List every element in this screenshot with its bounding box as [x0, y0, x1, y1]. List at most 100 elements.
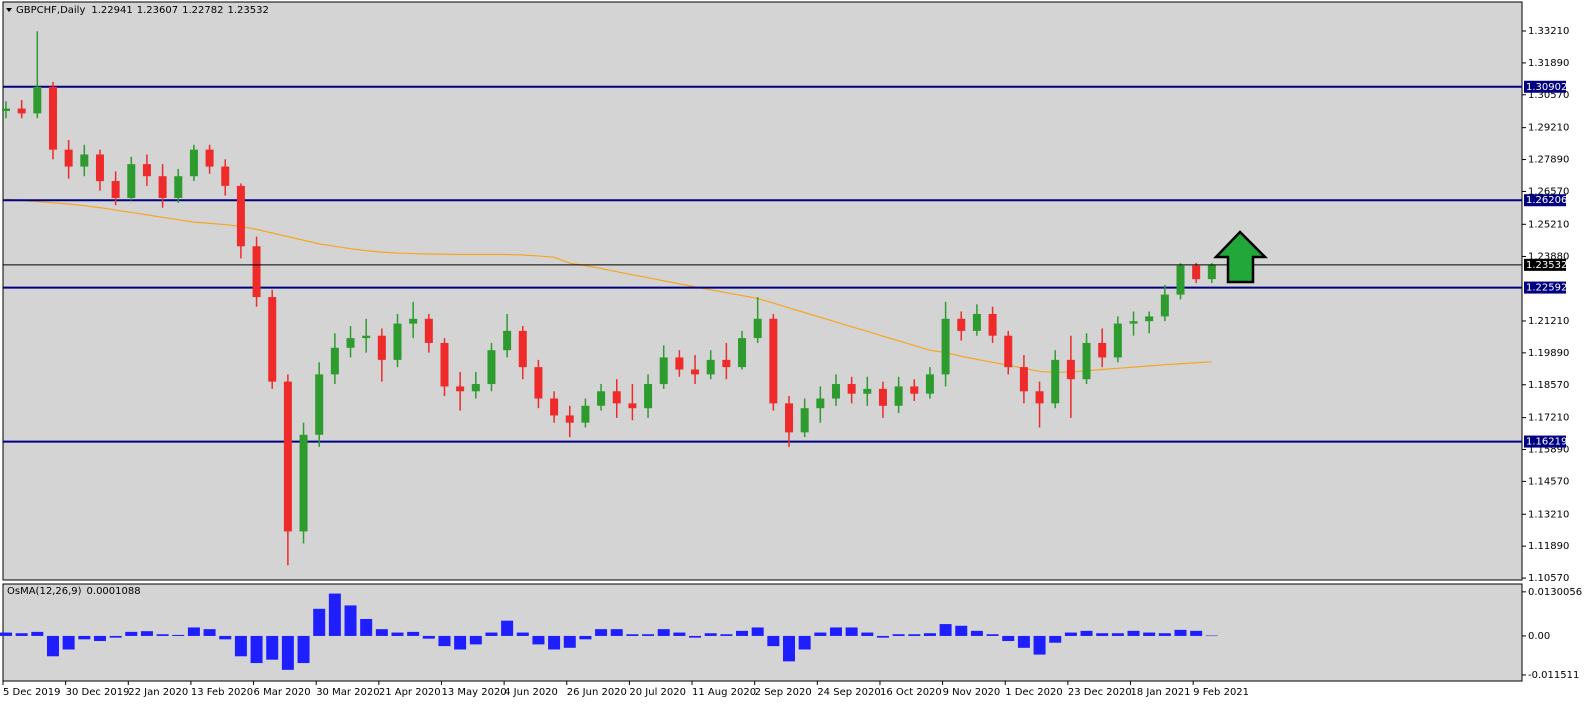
osma-bar	[234, 635, 247, 657]
candle-body	[283, 381, 292, 532]
last-price-box	[1524, 258, 1566, 271]
osma-bar	[125, 631, 138, 636]
osma-bar	[172, 634, 185, 636]
candle-body	[644, 384, 653, 409]
candle-body	[863, 388, 872, 394]
candle-body	[1066, 359, 1075, 380]
header-value: 1.23607	[137, 5, 178, 16]
osma-bar	[78, 635, 91, 640]
osma-bar	[720, 634, 733, 636]
osma-bar	[0, 632, 12, 636]
x-tick-label: 9 Nov 2020	[943, 687, 1001, 698]
y-tick-label: 1.15890	[1528, 445, 1569, 456]
osma-bar	[986, 634, 999, 636]
osma-bar	[845, 627, 858, 636]
y-tick-label: 0.00	[1528, 631, 1550, 642]
candle-body	[894, 386, 903, 406]
candle-body	[95, 154, 104, 182]
osma-bar	[1064, 632, 1077, 636]
oscillator-layer: 0.0130056 0.00 -0.011511	[0, 587, 1582, 681]
candle-body	[471, 384, 480, 392]
x-tick-label: 20 Jul 2020	[629, 687, 686, 698]
y-tick-label: 1.33210	[1528, 26, 1569, 37]
candle-body	[424, 318, 433, 343]
candle-body	[236, 185, 245, 247]
osma-bar	[501, 620, 514, 636]
osma-bar	[908, 634, 921, 636]
candle-body	[753, 318, 762, 339]
candle-body	[831, 384, 840, 399]
last-price-label: 1.23532	[1526, 260, 1567, 271]
candle-body	[910, 386, 919, 394]
osma-bar	[876, 635, 889, 638]
osma-bar	[516, 632, 529, 636]
x-tick-label: 5 Dec 2019	[3, 687, 61, 698]
candle-body	[565, 415, 574, 423]
osc-value: 0.0001088	[87, 586, 141, 597]
candle-body	[550, 398, 559, 416]
candle-body	[1004, 335, 1013, 368]
osma-bar	[814, 632, 827, 636]
header-value: 1.22782	[182, 5, 223, 16]
level-label-box	[1524, 435, 1566, 448]
osma-bar	[642, 634, 655, 636]
candle-body	[330, 347, 339, 375]
osma-bar	[1190, 630, 1203, 636]
osma-bar	[62, 635, 75, 650]
y-tick-label: 1.14570	[1528, 476, 1569, 487]
candle-body	[268, 297, 277, 382]
osma-bar	[970, 630, 983, 636]
candle-body	[456, 386, 465, 392]
candle-body	[409, 318, 418, 324]
osma-bar	[250, 635, 263, 664]
candle-body	[299, 434, 308, 532]
menu-triangle	[6, 8, 12, 12]
x-tick-label: 24 Sep 2020	[817, 687, 880, 698]
candle-body	[1129, 321, 1138, 324]
osma-bar	[187, 627, 200, 636]
x-tick-label: 2 Sep 2020	[755, 687, 812, 698]
candle-body	[972, 313, 981, 331]
candle-body	[127, 164, 136, 198]
y-tick-label: 1.18570	[1528, 380, 1569, 391]
candle-body	[675, 357, 684, 370]
candle-body	[315, 374, 324, 435]
y-tick-label: 1.21210	[1528, 316, 1569, 327]
osma-bar	[798, 635, 811, 650]
osma-bar	[861, 632, 874, 636]
y-tick-label: 1.25210	[1528, 219, 1569, 230]
candle-body	[722, 359, 731, 368]
candle-body	[17, 108, 26, 114]
y-tick-label: 1.30570	[1528, 90, 1569, 101]
osma-bar	[767, 635, 780, 647]
y-tick-label: 1.10570	[1528, 573, 1569, 584]
osma-bar	[422, 635, 435, 639]
x-tick-label: 18 Jan 2021	[1131, 687, 1191, 698]
candle-body	[738, 338, 747, 368]
osma-bar	[939, 624, 952, 636]
osma-bar	[595, 629, 608, 636]
osma-bar	[1111, 633, 1124, 636]
osma-bar	[736, 630, 749, 636]
osma-bar	[923, 633, 936, 636]
candle-body	[800, 408, 809, 433]
candle-body	[1160, 294, 1169, 317]
osma-bar	[1205, 635, 1218, 637]
candle-body	[816, 398, 825, 409]
level-label: 1.30902	[1526, 82, 1567, 93]
header-value: 1.22941	[91, 5, 132, 16]
candle-body	[612, 391, 621, 404]
x-tick-label: 22 Jan 2020	[128, 687, 188, 698]
level-label-box	[1524, 281, 1566, 294]
candle-body	[158, 176, 167, 198]
y-tick-label: 0.0130056	[1528, 587, 1582, 598]
candle-body	[581, 405, 590, 423]
y-tick-label: 1.17210	[1528, 413, 1569, 424]
candle-body	[1051, 359, 1060, 404]
osma-bar	[391, 632, 404, 636]
osma-bar	[219, 635, 232, 640]
x-tick-label: 21 Apr 2020	[379, 687, 441, 698]
osma-bar	[673, 632, 686, 636]
osma-bar	[15, 633, 28, 636]
